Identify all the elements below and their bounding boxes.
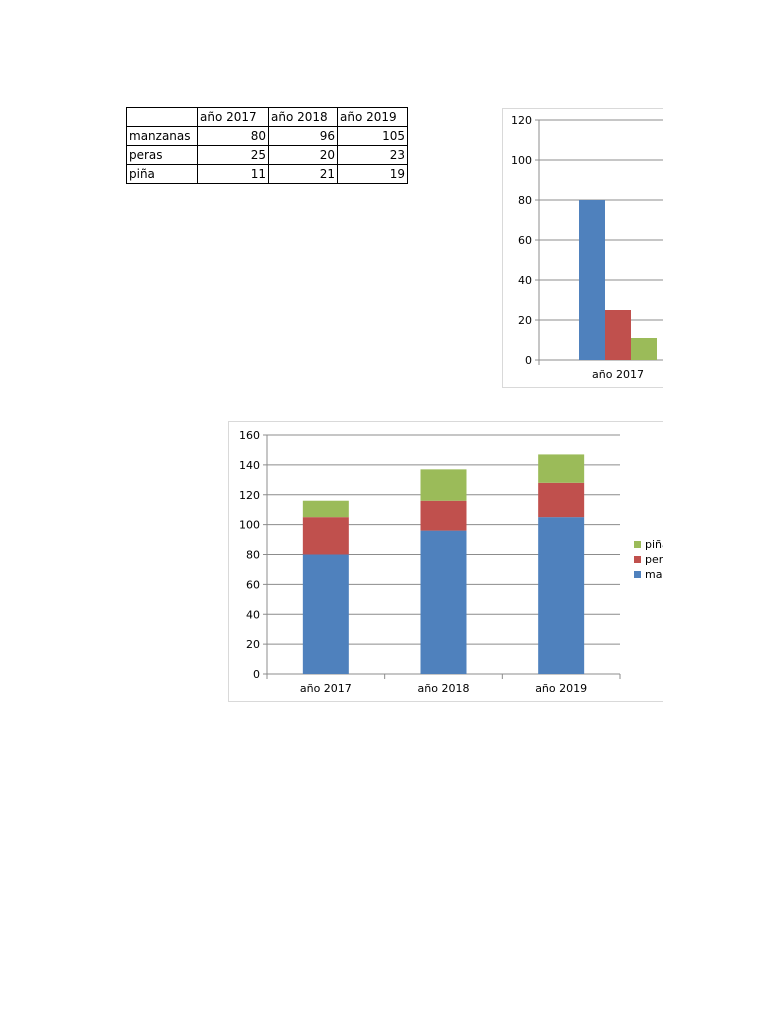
- clustered-bar-chart-svg: 0 20 40 60 80 100 120 año 2017: [511, 114, 663, 381]
- y-tick-label: 60: [518, 234, 532, 247]
- stacked-bar-chart-svg: 0 20 40 60 80 100 120 140 160 año 2017 año 2018 año…: [239, 429, 663, 695]
- table-cell: 11: [197, 164, 269, 184]
- table-cell: 80: [197, 126, 269, 146]
- legend-swatch: [634, 571, 641, 578]
- y-tick-label: 100: [239, 519, 260, 532]
- table-row: peras 25 20 23: [126, 145, 408, 165]
- y-tick-label: 0: [525, 354, 532, 367]
- y-tick-label: 20: [518, 314, 532, 327]
- table-header-cell: año 2019: [337, 107, 408, 127]
- y-tick-label: 80: [246, 549, 260, 562]
- clustered-bar-chart[interactable]: 0 20 40 60 80 100 120 año 2017: [502, 108, 663, 388]
- y-tick-label: 40: [246, 608, 260, 621]
- legend-label: piña: [645, 538, 663, 551]
- y-tick-label: 40: [518, 274, 532, 287]
- legend-label: manzanas: [645, 568, 663, 581]
- bar: [605, 310, 631, 360]
- y-tick-label: 160: [239, 429, 260, 442]
- y-tick-label: 80: [518, 194, 532, 207]
- y-tick-label: 60: [246, 578, 260, 591]
- table-header-row: año 2017 año 2018 año 2019: [126, 107, 408, 127]
- y-tick-label: 140: [239, 459, 260, 472]
- legend-swatch: [634, 541, 641, 548]
- legend-label: peras: [645, 553, 663, 566]
- x-tick-label: año 2019: [535, 682, 587, 695]
- y-tick-label: 120: [239, 489, 260, 502]
- bar-segment: [302, 500, 349, 518]
- table-cell: 21: [268, 164, 338, 184]
- bar-segment: [302, 517, 349, 555]
- bar-segment: [420, 500, 467, 531]
- bar-segment: [420, 469, 467, 501]
- y-tick-label: 120: [511, 114, 532, 127]
- table-header-cell: [126, 107, 198, 127]
- table-cell: 96: [268, 126, 338, 146]
- table-row: manzanas 80 96 105: [126, 126, 408, 146]
- bar-segment: [302, 554, 349, 674]
- stacked-bar-chart[interactable]: 0 20 40 60 80 100 120 140 160 año 2017 año 2018 año…: [228, 421, 663, 702]
- table-row: piña 11 21 19: [126, 164, 408, 184]
- bar-segment: [538, 517, 585, 674]
- row-label: manzanas: [126, 126, 198, 146]
- x-tick-label: año 2018: [418, 682, 470, 695]
- x-tick-label: año 2017: [592, 368, 644, 381]
- bar: [631, 338, 657, 360]
- bar-segment: [420, 530, 467, 674]
- bar: [579, 200, 605, 360]
- y-tick-label: 0: [253, 668, 260, 681]
- x-tick-label: año 2017: [300, 682, 352, 695]
- table-cell: 23: [337, 145, 408, 165]
- table-header-cell: año 2017: [197, 107, 269, 127]
- data-table: año 2017 año 2018 año 2019 manzanas 80 9…: [126, 107, 408, 184]
- table-cell: 25: [197, 145, 269, 165]
- y-tick-label: 100: [511, 154, 532, 167]
- table-cell: 105: [337, 126, 408, 146]
- y-tick-label: 20: [246, 638, 260, 651]
- legend-swatch: [634, 556, 641, 563]
- table-cell: 19: [337, 164, 408, 184]
- bar-segment: [538, 482, 585, 518]
- table-cell: 20: [268, 145, 338, 165]
- row-label: peras: [126, 145, 198, 165]
- table-header-cell: año 2018: [268, 107, 338, 127]
- bar-segment: [538, 454, 585, 483]
- row-label: piña: [126, 164, 198, 184]
